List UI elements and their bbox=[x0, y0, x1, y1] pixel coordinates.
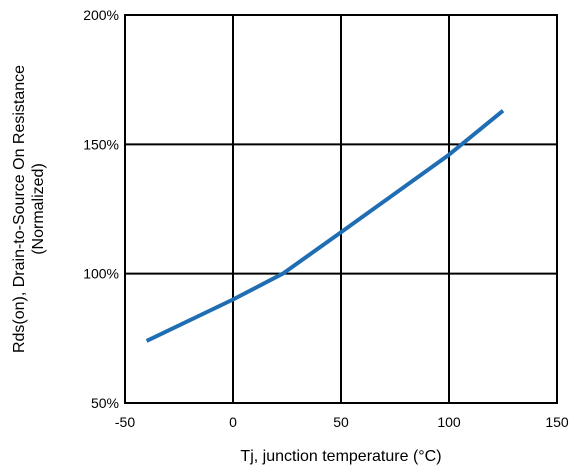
y-tick-label: 100% bbox=[83, 266, 119, 282]
y-axis-title: Rds(on), Drain-to-Source On Resistance (… bbox=[11, 65, 47, 353]
x-tick-label: 50 bbox=[333, 414, 349, 430]
plot-frame bbox=[124, 14, 558, 404]
series-line bbox=[145, 109, 505, 343]
tick-labels: -50 0 50 100 150 50% 100% 150% 200% bbox=[83, 7, 569, 430]
y-axis-title-line-1: Rds(on), Drain-to-Source On Resistance bbox=[11, 65, 28, 353]
x-axis-title: Tj, junction temperature (°C) bbox=[240, 448, 441, 465]
y-tick-label: 50% bbox=[91, 395, 119, 411]
y-tick-label: 150% bbox=[83, 136, 119, 152]
y-tick-label: 200% bbox=[83, 7, 119, 23]
x-tick-label: 0 bbox=[229, 414, 237, 430]
y-axis-title-line-2: (Normalized) bbox=[30, 163, 47, 255]
series-layer bbox=[145, 109, 505, 343]
x-tick-label: -50 bbox=[115, 414, 135, 430]
x-tick-label: 150 bbox=[545, 414, 569, 430]
grid-lines bbox=[125, 15, 557, 403]
x-tick-label: 100 bbox=[437, 414, 461, 430]
